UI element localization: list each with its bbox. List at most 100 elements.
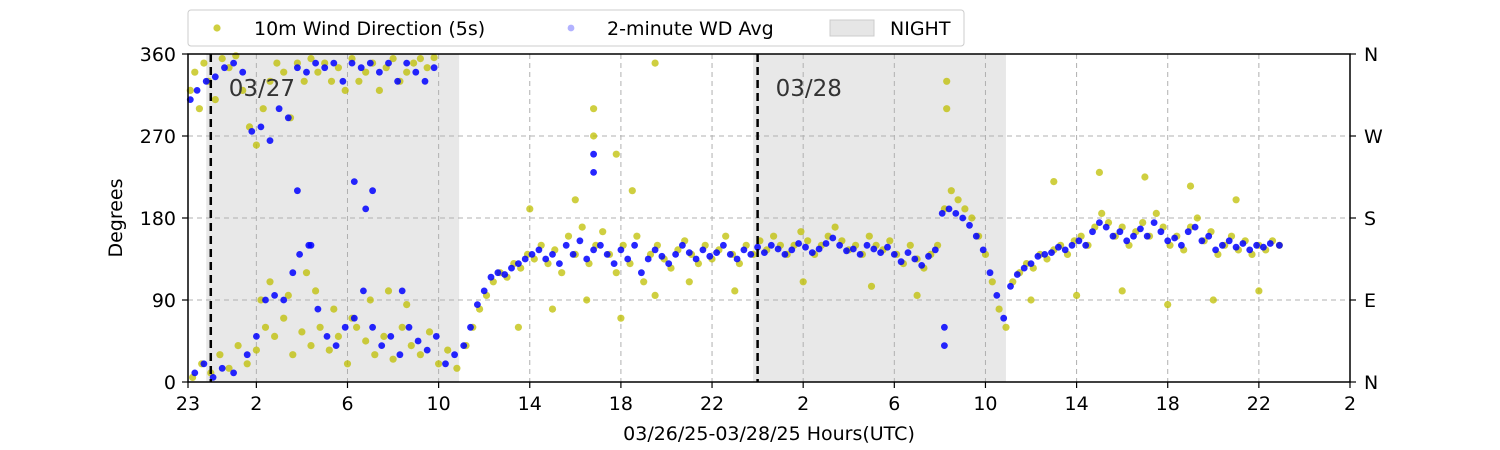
wd-avg-point bbox=[1232, 243, 1240, 251]
wind-direction-point bbox=[302, 269, 311, 277]
wd-avg-point bbox=[239, 68, 247, 76]
wind-direction-point bbox=[590, 132, 598, 140]
y2-tick-label: N bbox=[1364, 372, 1378, 394]
wd-avg-point bbox=[925, 252, 932, 260]
wd-avg-point bbox=[191, 369, 199, 377]
wd-avg-point bbox=[262, 296, 269, 304]
wd-avg-point bbox=[1041, 251, 1049, 258]
wd-avg-point bbox=[243, 351, 251, 359]
wind-direction-point bbox=[988, 278, 996, 286]
wd-avg-point bbox=[583, 255, 591, 263]
wind-direction-point bbox=[526, 205, 534, 213]
wd-avg-point bbox=[1246, 246, 1254, 254]
wd-avg-point bbox=[528, 251, 536, 258]
wind-direction-point bbox=[211, 96, 219, 104]
wd-avg-point bbox=[979, 246, 987, 254]
wd-avg-point bbox=[884, 243, 891, 251]
wind-direction-point bbox=[403, 68, 411, 76]
wd-avg-point bbox=[1178, 241, 1185, 249]
wd-avg-point bbox=[767, 241, 775, 249]
wd-avg-point bbox=[617, 246, 625, 254]
wind-direction-point bbox=[590, 105, 598, 113]
wind-direction-point bbox=[271, 332, 279, 340]
wd-avg-point bbox=[720, 241, 727, 249]
wind-direction-point bbox=[218, 55, 226, 63]
date-marker-label: 03/27 bbox=[229, 76, 295, 102]
wind-direction-point bbox=[353, 323, 361, 331]
wind-direction-point bbox=[831, 223, 839, 231]
wd-avg-point bbox=[312, 59, 319, 67]
wd-avg-point bbox=[631, 241, 638, 249]
wd-avg-point bbox=[202, 77, 210, 85]
wind-direction-point bbox=[865, 232, 873, 240]
wind-direction-point bbox=[943, 77, 951, 85]
wd-avg-point bbox=[432, 333, 440, 340]
wd-avg-point bbox=[1061, 246, 1069, 254]
wd-avg-point bbox=[348, 59, 356, 67]
wind-direction-point bbox=[571, 196, 579, 204]
wind-direction-point bbox=[195, 105, 203, 113]
wd-avg-point bbox=[1020, 264, 1028, 272]
wd-avg-point bbox=[330, 59, 338, 67]
wd-avg-point bbox=[1102, 223, 1110, 231]
wind-direction-point bbox=[651, 291, 659, 299]
wd-avg-point bbox=[307, 241, 315, 249]
wd-avg-point bbox=[494, 269, 502, 277]
y2-tick-label: S bbox=[1364, 208, 1376, 230]
wind-direction-point bbox=[314, 68, 322, 76]
wind-direction-point bbox=[1255, 287, 1263, 295]
wd-avg-point bbox=[993, 292, 1001, 299]
wd-avg-point bbox=[1239, 240, 1247, 247]
wd-avg-point bbox=[795, 240, 802, 247]
wind-direction-point bbox=[612, 150, 620, 158]
wind-direction-point bbox=[325, 346, 333, 354]
wd-avg-point bbox=[1266, 240, 1274, 247]
wd-avg-point bbox=[590, 150, 597, 158]
night-span-1 bbox=[753, 54, 1006, 382]
wd-avg-point bbox=[918, 262, 926, 269]
wd-avg-point bbox=[366, 59, 374, 67]
wd-avg-point bbox=[897, 258, 905, 266]
wd-avg-point bbox=[405, 323, 413, 331]
wd-avg-point bbox=[394, 77, 401, 85]
wd-avg-point bbox=[314, 305, 322, 313]
wind-direction-point bbox=[961, 205, 969, 213]
y-tick-label: 270 bbox=[140, 126, 176, 148]
wd-avg-point bbox=[972, 232, 980, 240]
legend-marker-wind-direction bbox=[213, 24, 221, 32]
wind-direction-point bbox=[995, 305, 1003, 313]
wd-avg-point bbox=[1143, 232, 1151, 240]
wind-direction-point bbox=[799, 278, 807, 286]
wd-avg-point bbox=[610, 260, 618, 267]
wd-avg-point bbox=[1225, 237, 1233, 245]
y-tick-label: 360 bbox=[140, 44, 176, 66]
wd-avg-point bbox=[941, 323, 948, 331]
wd-avg-point bbox=[398, 287, 406, 295]
wd-avg-point bbox=[362, 205, 370, 213]
wind-direction-point bbox=[444, 346, 452, 354]
wd-avg-point bbox=[938, 210, 946, 217]
wd-avg-point bbox=[294, 187, 301, 195]
wind-direction-point bbox=[947, 187, 955, 195]
wd-avg-point bbox=[515, 260, 522, 267]
wd-avg-point bbox=[369, 187, 376, 195]
y2-tick-label: W bbox=[1364, 126, 1383, 148]
wd-avg-point bbox=[747, 251, 755, 258]
wd-avg-point bbox=[1055, 243, 1062, 251]
wd-avg-point bbox=[590, 169, 597, 176]
wind-direction-point bbox=[355, 77, 363, 85]
wd-avg-point bbox=[403, 59, 411, 67]
wd-avg-point bbox=[387, 333, 395, 340]
wd-avg-point bbox=[843, 247, 850, 255]
wd-avg-point bbox=[1096, 219, 1103, 227]
legend-label-wind-direction: 10m Wind Direction (5s) bbox=[254, 18, 485, 40]
wind-direction-point bbox=[797, 228, 805, 236]
wd-avg-point bbox=[271, 292, 278, 299]
wind-direction-point bbox=[1095, 168, 1103, 176]
wd-avg-point bbox=[257, 123, 265, 131]
wd-avg-point bbox=[451, 351, 458, 359]
wd-avg-point bbox=[339, 77, 347, 85]
wind-direction-point bbox=[389, 355, 397, 363]
wd-avg-point bbox=[774, 245, 782, 253]
y2-tick-label: N bbox=[1364, 44, 1378, 66]
